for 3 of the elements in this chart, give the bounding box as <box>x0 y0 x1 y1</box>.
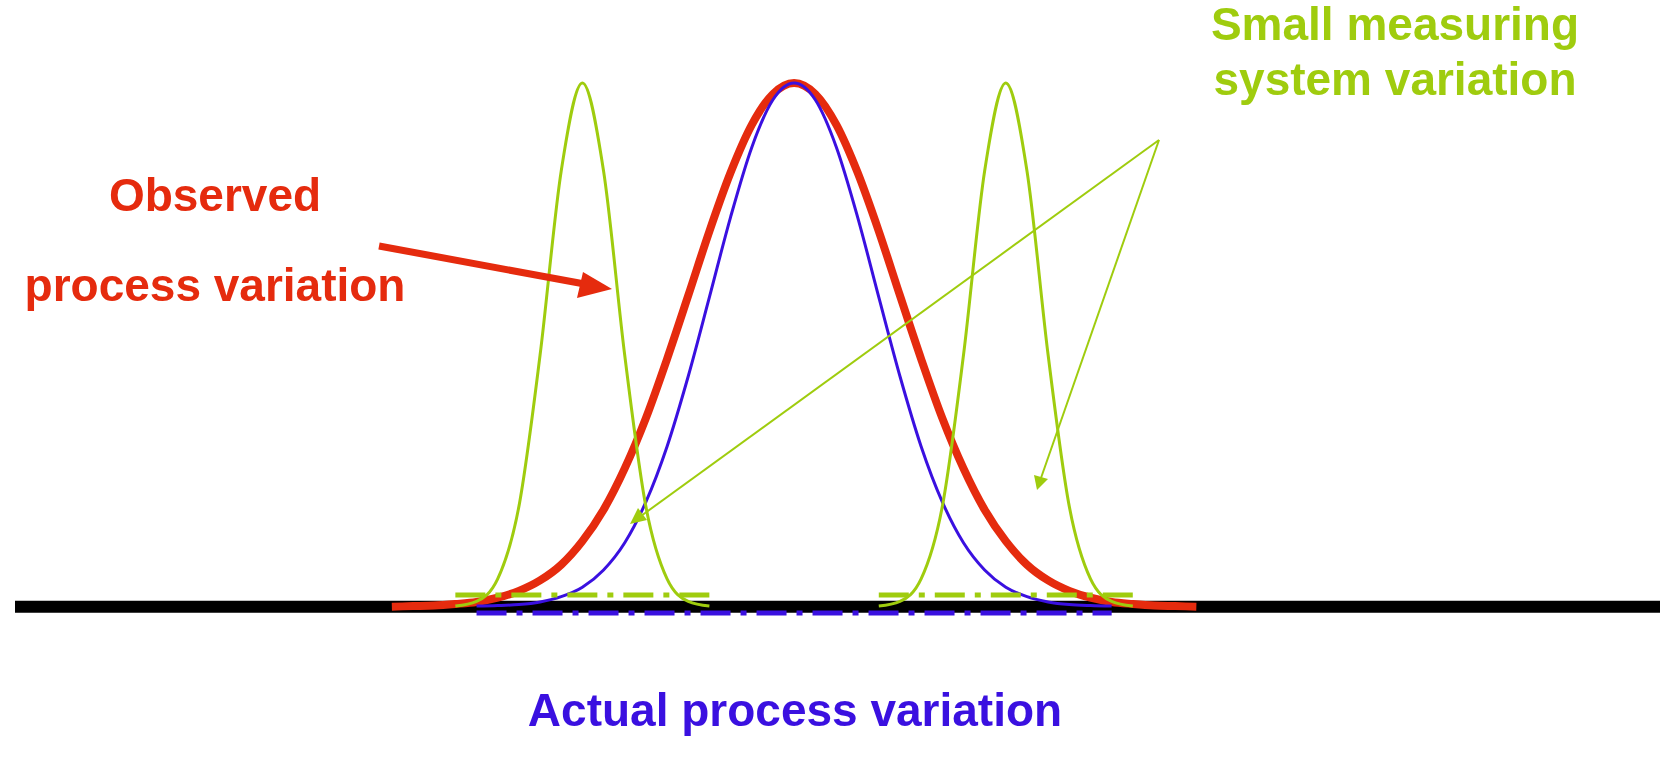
text: Small measuring system variation <box>1209 0 1581 107</box>
annotation: Observed process variation <box>23 168 407 313</box>
text: Actual process variation <box>526 684 1064 736</box>
